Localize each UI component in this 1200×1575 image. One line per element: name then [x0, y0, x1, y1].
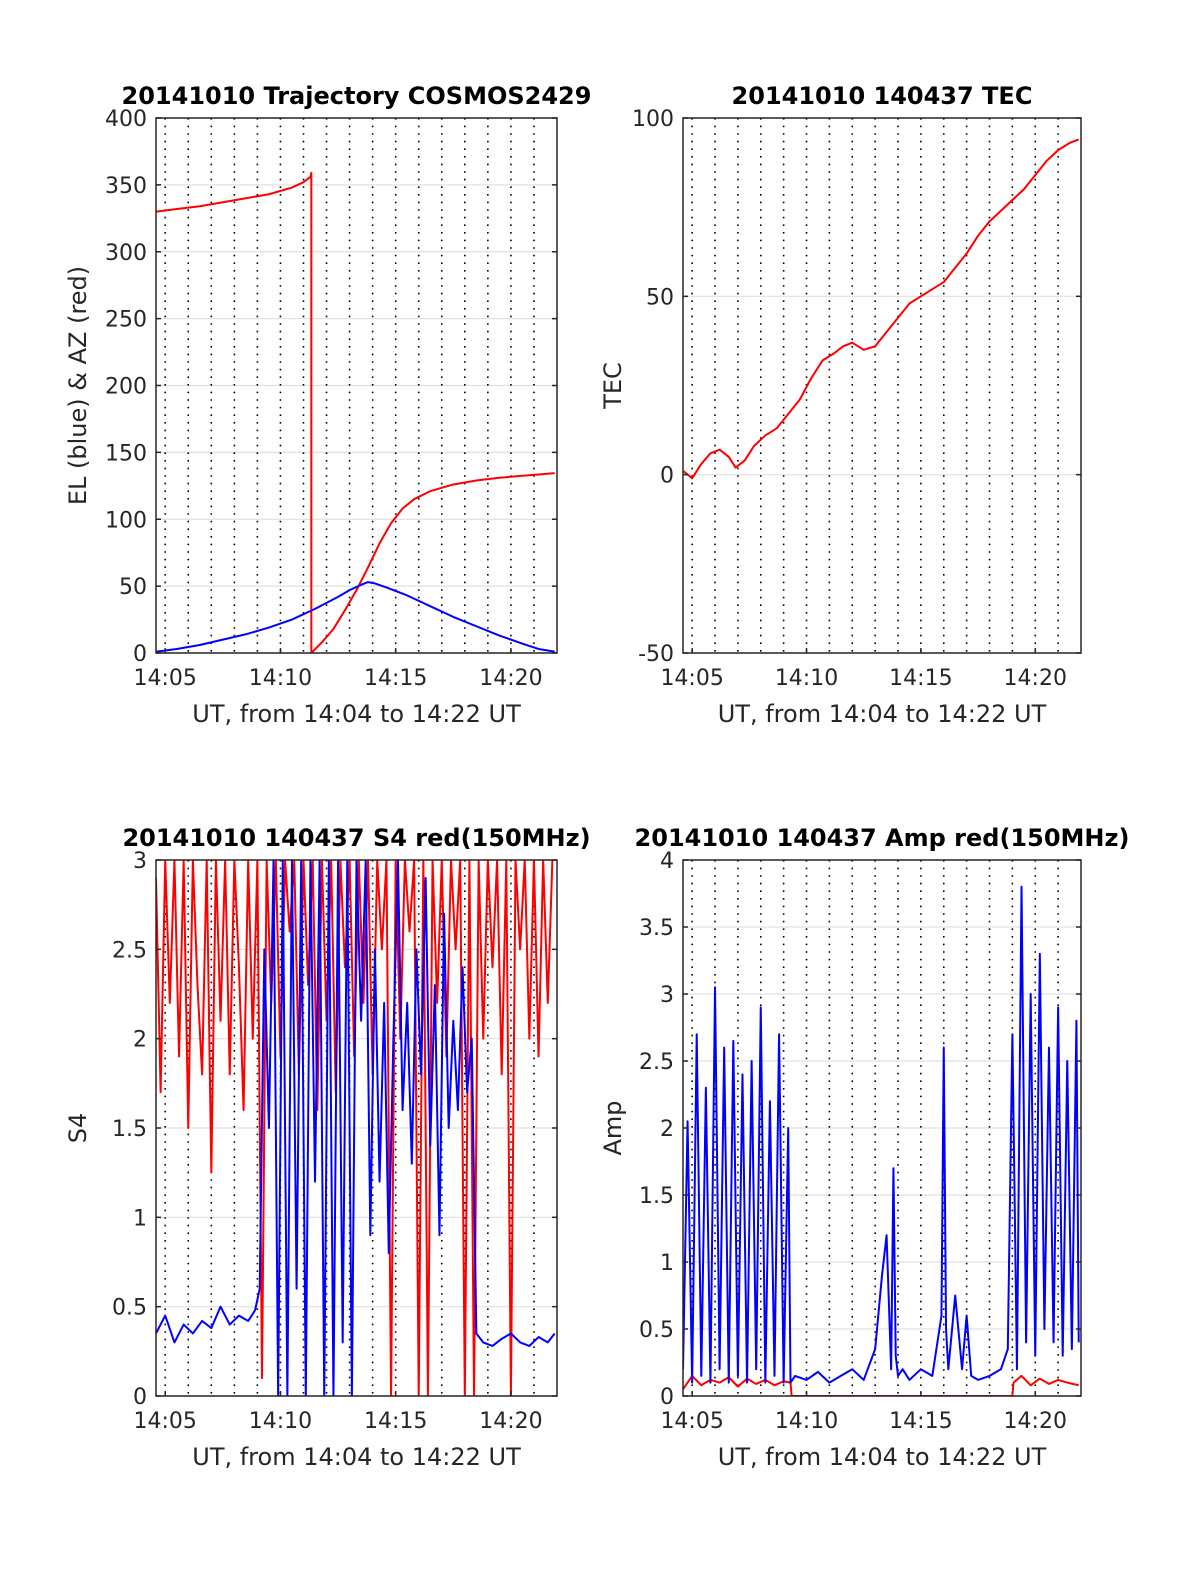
xtick-label: 14:15	[889, 666, 952, 691]
ytick-label: 1.5	[639, 1184, 674, 1209]
ytick-label: 0	[133, 642, 147, 667]
chart-trajectory: 0 50 100 150 200 250 300 350 400 14:05 14:10 14:15 1…	[64, 82, 591, 728]
ytick-label: 150	[105, 441, 147, 466]
ytick-label: 100	[632, 107, 674, 132]
series-blue-line	[683, 885, 1080, 1384]
chart-tec: -50 0 50 100 14:05 14:10 14:15 14:20 20141010 14…	[599, 82, 1082, 728]
ytick-label: 0	[660, 464, 674, 489]
xtick-label: 14:05	[134, 1409, 197, 1434]
ytick-label: 2	[133, 1028, 147, 1053]
plot-area	[683, 118, 1081, 653]
ytick-label: 2	[660, 1117, 674, 1142]
ytick-label: 0	[660, 1385, 674, 1410]
x-axis-label: UT, from 14:04 to 14:22 UT	[192, 1443, 521, 1471]
axes-box	[682, 117, 1082, 654]
ytick-label: 1	[133, 1206, 147, 1231]
ytick-label: 4	[660, 849, 674, 874]
ytick-label: -50	[638, 642, 674, 667]
xtick-label: 14:15	[364, 666, 427, 691]
xtick-label: 14:20	[1004, 666, 1067, 691]
ytick-label: 50	[119, 575, 147, 600]
y-axis-label: TEC	[599, 362, 627, 410]
series-red-line	[156, 171, 555, 653]
x-axis-label: UT, from 14:04 to 14:22 UT	[718, 1443, 1047, 1471]
xtick-label: 14:10	[249, 666, 312, 691]
ytick-label: 1	[660, 1251, 674, 1276]
y-axis-label: Amp	[599, 1100, 627, 1155]
ytick-label: 400	[105, 107, 147, 132]
chart-title: 20141010 Trajectory COSMOS2429	[122, 82, 592, 110]
series-blue-line	[156, 581, 555, 653]
ytick-label: 350	[105, 174, 147, 199]
xtick-label: 14:20	[479, 1409, 542, 1434]
series-blue-line	[156, 860, 556, 1396]
ytick-label: 3	[133, 849, 147, 874]
xtick-label: 14:15	[364, 1409, 427, 1434]
chart-amp: 0 0.5 1 1.5 2 2.5 3 3.5 4 14:05 14:10 14:15 14:20 201…	[599, 824, 1129, 1471]
ytick-label: 200	[105, 375, 147, 400]
ytick-label: 0.5	[639, 1318, 674, 1343]
xtick-label: 14:10	[775, 666, 838, 691]
y-axis-label: S4	[64, 1113, 92, 1144]
ytick-label: 3	[660, 983, 674, 1008]
ytick-label: 2.5	[112, 938, 147, 963]
ytick-label: 100	[105, 508, 147, 533]
chart-s4: 0 0.5 1 1.5 2 2.5 3 14:05 14:10 14:15 14:20 2014101…	[64, 824, 591, 1471]
xtick-label: 14:05	[660, 666, 723, 691]
ytick-label: 1.5	[112, 1117, 147, 1142]
xtick-label: 14:10	[775, 1409, 838, 1434]
chart-title: 20141010 140437 S4 red(150MHz)	[122, 824, 590, 852]
xtick-label: 14:10	[249, 1409, 312, 1434]
xtick-label: 14:20	[1004, 1409, 1067, 1434]
chart-title: 20141010 140437 Amp red(150MHz)	[635, 824, 1130, 852]
ytick-label: 2.5	[639, 1050, 674, 1075]
ytick-label: 50	[646, 285, 674, 310]
ytick-label: 0	[133, 1385, 147, 1410]
x-axis-label: UT, from 14:04 to 14:22 UT	[718, 700, 1047, 728]
y-axis-label: EL (blue) & AZ (red)	[64, 266, 92, 505]
ytick-label: 3.5	[639, 916, 674, 941]
ytick-label: 0.5	[112, 1296, 147, 1321]
xtick-label: 14:05	[660, 1409, 723, 1434]
x-axis-label: UT, from 14:04 to 14:22 UT	[192, 700, 521, 728]
series-red-line	[683, 138, 1080, 480]
xtick-label: 14:05	[134, 666, 197, 691]
xtick-label: 14:15	[889, 1409, 952, 1434]
ytick-label: 300	[105, 241, 147, 266]
chart-title: 20141010 140437 TEC	[732, 82, 1033, 110]
xtick-label: 14:20	[479, 666, 542, 691]
ytick-label: 250	[105, 308, 147, 333]
